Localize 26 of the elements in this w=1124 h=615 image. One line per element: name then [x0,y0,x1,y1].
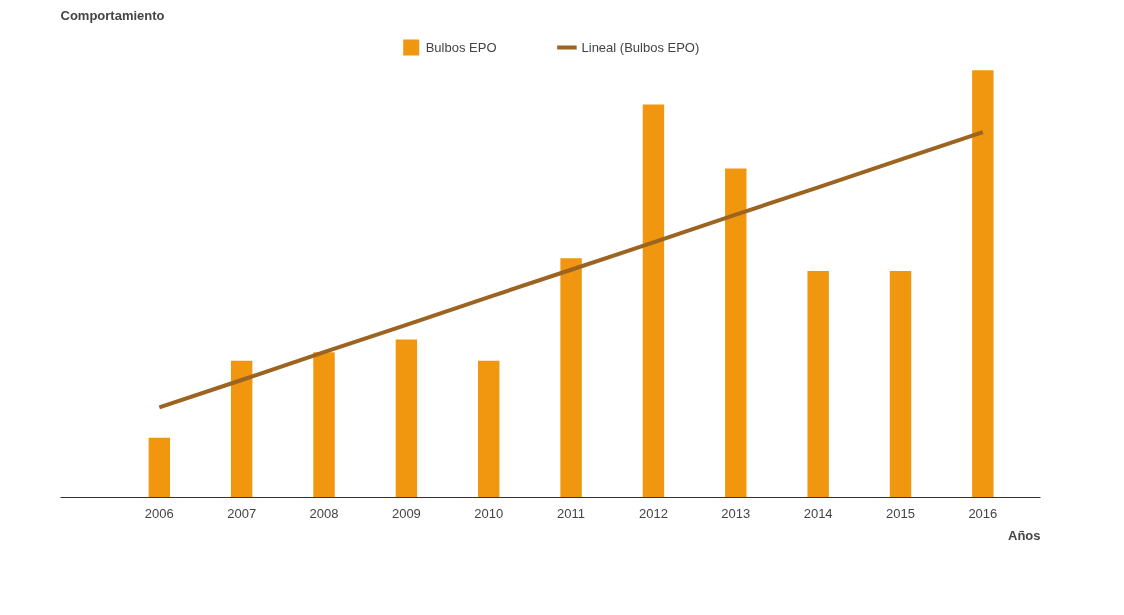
x-tick-label: 2010 [474,505,504,521]
bar [478,360,500,498]
x-tick-label: 2007 [227,505,257,521]
bar [395,339,418,498]
x-tick-label: 2006 [144,505,174,521]
x-tick-label: 2015 [886,505,915,521]
y-axis-title: Comportamiento [60,7,165,23]
legend-label: Bulbos EPO [425,39,497,55]
bar [972,70,994,498]
x-tick-label: 2014 [803,505,833,521]
x-tick-label: 2016 [968,505,998,521]
bar [725,168,747,498]
bar [560,258,582,498]
bar [642,104,665,498]
x-tick-label: 2008 [309,505,339,521]
bar [148,437,171,498]
x-tick-label: 2013 [721,505,751,521]
bar [313,352,335,498]
bar [889,271,912,498]
x-tick-label: 2009 [391,505,421,521]
x-axis-title: Años [1008,527,1041,543]
x-tick-label: 2012 [638,505,668,521]
x-tick-label: 2011 [557,505,586,521]
bar [230,360,253,498]
legend-label: Lineal (Bulbos EPO) [581,39,700,55]
bar [807,271,829,498]
